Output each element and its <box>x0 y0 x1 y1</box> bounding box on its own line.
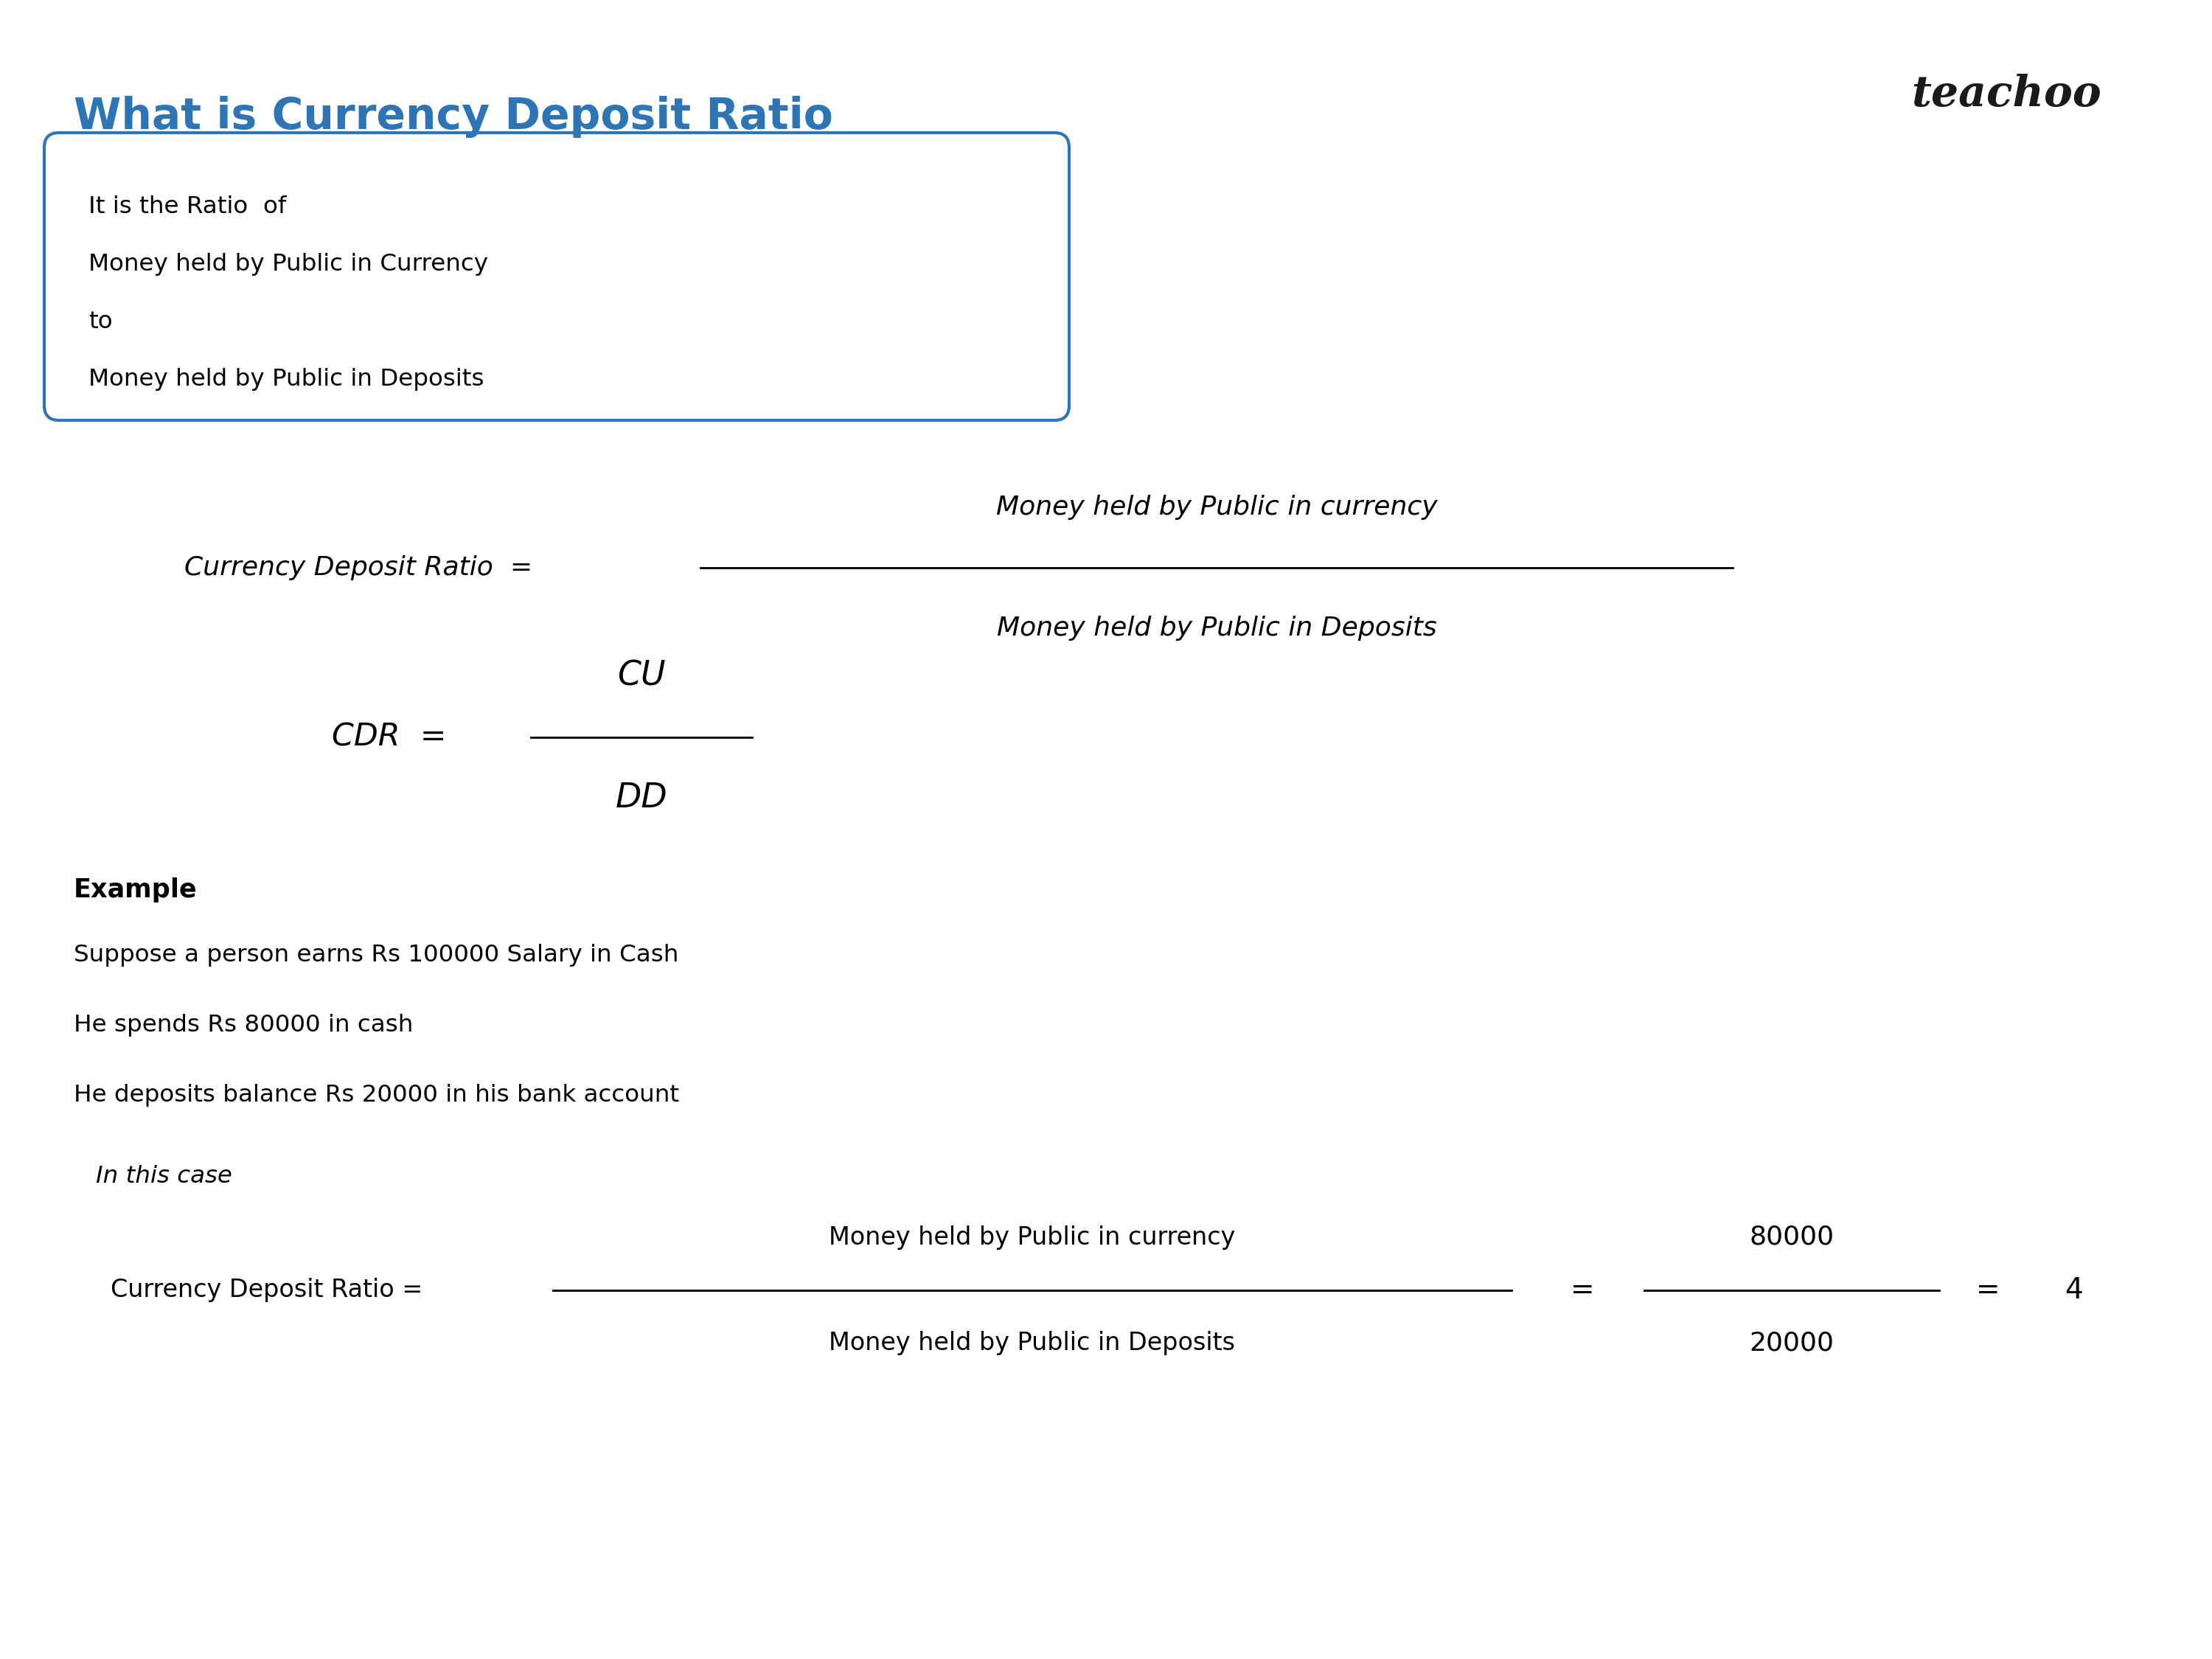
Text: He spends Rs 80000 in cash: He spends Rs 80000 in cash <box>73 1014 414 1037</box>
Text: Example: Example <box>73 878 197 902</box>
FancyBboxPatch shape <box>44 133 1068 420</box>
Text: Money held by Public in Currency: Money held by Public in Currency <box>88 252 489 275</box>
Text: =: = <box>1975 1276 2000 1304</box>
Text: to: to <box>88 310 113 333</box>
Text: Currency Deposit Ratio  =: Currency Deposit Ratio = <box>184 556 533 581</box>
Text: teachoo: teachoo <box>1911 73 2101 116</box>
Text: Money held by Public in Deposits: Money held by Public in Deposits <box>998 615 1436 640</box>
Text: What is Currency Deposit Ratio: What is Currency Deposit Ratio <box>73 96 834 138</box>
Text: 4: 4 <box>2064 1276 2084 1304</box>
Text: Money held by Public in Deposits: Money held by Public in Deposits <box>830 1331 1234 1355</box>
Text: Money held by Public in Deposits: Money held by Public in Deposits <box>88 368 484 392</box>
Text: CU: CU <box>617 660 666 693</box>
Text: DD: DD <box>615 781 668 815</box>
Text: In this case: In this case <box>95 1165 232 1188</box>
Text: 20000: 20000 <box>1750 1331 1834 1355</box>
Text: Money held by Public in currency: Money held by Public in currency <box>995 494 1438 519</box>
Text: It is the Ratio  of: It is the Ratio of <box>88 196 285 219</box>
Text: Suppose a person earns Rs 100000 Salary in Cash: Suppose a person earns Rs 100000 Salary … <box>73 944 679 967</box>
Text: CDR  =: CDR = <box>332 722 447 753</box>
Text: =: = <box>1571 1276 1595 1304</box>
Text: Money held by Public in currency: Money held by Public in currency <box>830 1226 1237 1249</box>
Text: 80000: 80000 <box>1750 1224 1834 1249</box>
Text: Currency Deposit Ratio =: Currency Deposit Ratio = <box>111 1277 422 1302</box>
Text: He deposits balance Rs 20000 in his bank account: He deposits balance Rs 20000 in his bank… <box>73 1083 679 1107</box>
